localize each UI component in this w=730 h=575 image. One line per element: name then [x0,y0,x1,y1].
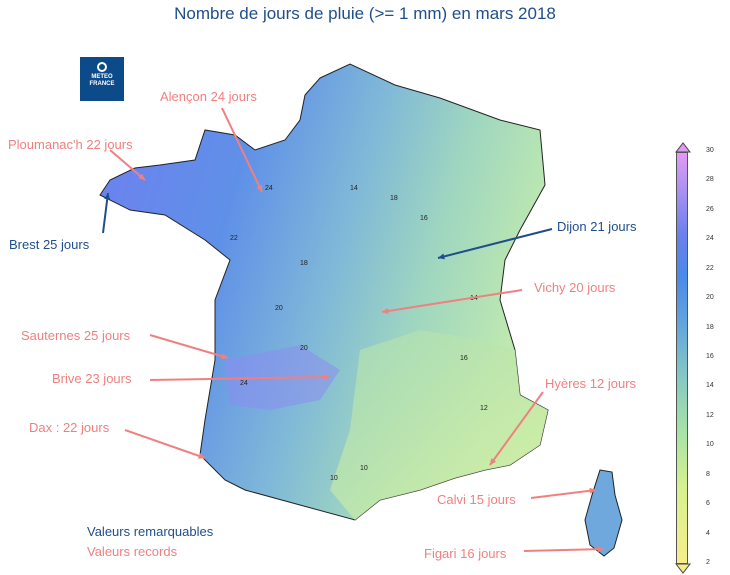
annotation-arrow [437,228,553,259]
colorbar-tick: 14 [706,382,714,390]
annotation-arrow [124,429,206,459]
label-sauternes: Sauternes 25 jours [21,328,131,343]
contour-label: 18 [390,195,398,202]
label-calvi: Calvi 15 jours [437,492,516,507]
arrow-head-icon [382,308,389,315]
contour-label: 20 [275,305,283,312]
logo-symbol-icon [97,62,107,72]
colorbar-tick: 10 [706,441,714,449]
arrow-head-icon [589,487,596,494]
arrow-head-icon [490,458,497,465]
label-brest: Brest 25 jours [9,237,90,252]
contour-label: 10 [360,465,368,472]
contour-label: 18 [300,260,308,267]
contour-label: 16 [460,355,468,362]
arrow-head-icon [323,374,330,381]
arrow-head-icon [221,353,228,360]
contour-labels: 2422201816141210181416102420 [230,185,488,482]
label-alencon: Alençon 24 jours [160,89,257,104]
colorbar-arrows [674,142,692,574]
colorbar-tick: 28 [706,176,714,184]
colorbar-tick: 12 [706,411,714,419]
label-vichy: Vichy 20 jours [534,280,616,295]
annotation-arrow [530,489,597,499]
colorbar-tick: 16 [706,353,714,360]
colorbar-tick: 18 [706,323,714,331]
colorbar [676,152,688,564]
colorbar-tick: 2 [706,559,710,566]
colorbar-tick: 6 [706,500,710,508]
annotation-arrow [489,391,544,466]
arrow-head-icon [104,193,111,200]
annotation-arrow [221,107,263,193]
contour-label: 12 [480,405,488,412]
logo-line2: FRANCE [89,80,115,87]
colorbar-tick: 24 [706,235,714,243]
annotation-arrow [102,192,109,234]
arrow-head-icon [198,453,205,459]
contour-label: 24 [265,185,273,192]
contour-label: 14 [350,185,358,192]
label-ploumanach: Ploumanac'h 22 jours [8,137,133,152]
contour-label: 22 [230,235,238,242]
colorbar-tick: 20 [706,294,714,302]
legend-remarkable: Valeurs remarquables [87,524,214,539]
contour-label: 16 [420,215,428,222]
annotation-arrow [109,149,146,181]
label-dijon: Dijon 21 jours [557,219,637,234]
contour-label: 24 [240,380,248,387]
label-hyeres: Hyères 12 jours [545,376,637,391]
map-title: Nombre de jours de pluie (>= 1 mm) en ma… [174,4,556,23]
colorbar-tick: 26 [706,205,714,213]
meteo-france-logo: METEO FRANCE [80,57,124,101]
label-brive: Brive 23 jours [52,371,132,386]
label-dax: Dax : 22 jours [29,420,110,435]
logo-line1: METEO [91,74,113,80]
annotation-arrow [149,376,331,381]
annotation-arrow [523,548,605,552]
corsica-shape [584,469,623,557]
arrow-head-icon [256,185,263,192]
annotation-arrow [149,334,229,359]
annotation-arrows [102,107,605,553]
southeast-region-shape [330,330,548,520]
annotation-arrow [381,289,523,313]
colorbar-tick: 4 [706,529,710,537]
colorbar-tick: 22 [706,264,714,272]
label-figari: Figari 16 jours [424,546,507,561]
colorbar-tick: 30 [706,147,714,154]
colorbar-tick: 8 [706,470,710,478]
contour-label: 10 [330,475,338,482]
arrow-head-icon [597,546,604,553]
arrow-head-icon [138,173,145,180]
legend-records: Valeurs records [87,544,178,559]
arrow-head-icon [438,253,445,260]
contour-label: 20 [300,345,308,352]
